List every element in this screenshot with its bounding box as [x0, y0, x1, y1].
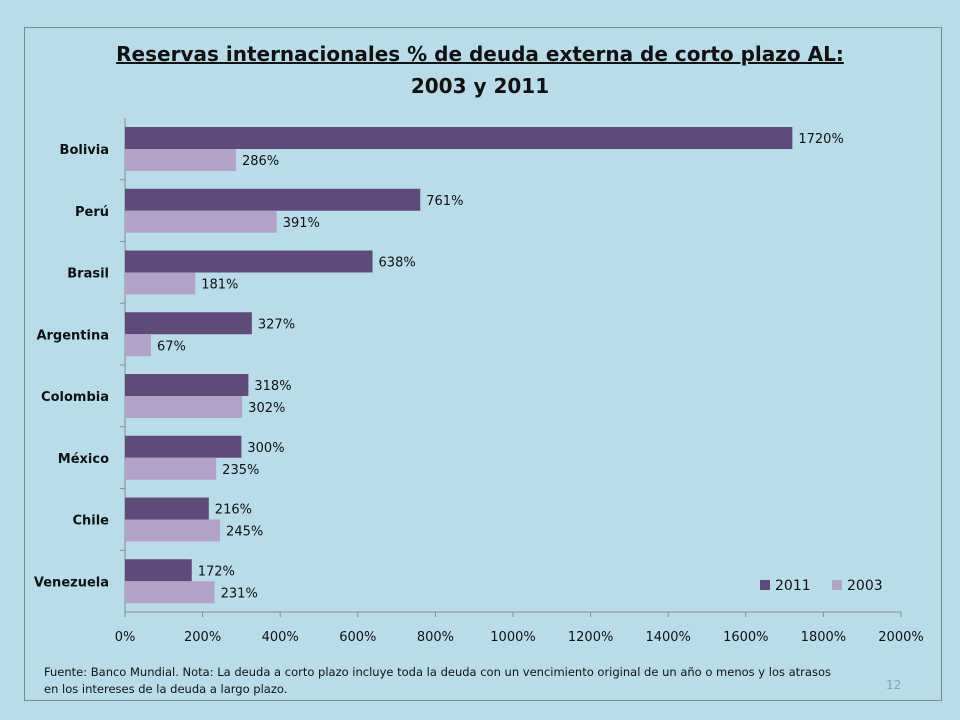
data-label: 235%	[222, 463, 259, 478]
data-label: 286%	[242, 154, 279, 169]
chart-title-line1: Reservas internacionales % de deuda exte…	[116, 42, 844, 66]
bar-2011	[125, 374, 249, 396]
x-tick-label: 1800%	[801, 630, 846, 645]
data-label: 638%	[379, 256, 416, 271]
bar-2003	[125, 210, 277, 233]
legend-label: 2003	[847, 578, 883, 594]
data-label: 1720%	[798, 132, 843, 147]
bar-2011	[125, 312, 252, 335]
bar-2011	[125, 188, 421, 211]
slide-frame	[24, 27, 942, 701]
data-label: 302%	[248, 401, 285, 416]
category-label: México	[58, 452, 109, 467]
x-tick-label: 1200%	[568, 630, 613, 645]
data-label: 761%	[426, 194, 463, 209]
category-label: Bolivia	[60, 143, 109, 158]
bar-2003	[125, 457, 217, 480]
x-tick-label: 800%	[417, 630, 454, 645]
footnote: Fuente: Banco Mundial. Nota: La deuda a …	[44, 665, 831, 696]
page-number: 12	[886, 678, 902, 692]
data-label: 172%	[198, 564, 235, 579]
category-label: Colombia	[41, 390, 109, 405]
x-tick-label: 2000%	[878, 630, 923, 645]
bar-2011	[125, 497, 209, 520]
category-label: Venezuela	[34, 575, 109, 590]
data-label: 216%	[215, 503, 252, 518]
x-tick-label: 200%	[184, 630, 221, 645]
data-label: 318%	[254, 379, 291, 394]
bar-2003	[125, 272, 196, 295]
data-label: 327%	[258, 317, 295, 332]
chart-title: Reservas internacionales % de deuda exte…	[0, 38, 960, 102]
category-label: Chile	[72, 514, 109, 529]
bar-2003	[125, 396, 243, 418]
bar-2011	[125, 435, 242, 458]
x-tick-label: 1000%	[490, 630, 535, 645]
x-tick-label: 600%	[339, 630, 376, 645]
bar-2003	[125, 149, 236, 171]
category-label: Brasil	[67, 267, 109, 282]
category-label: Argentina	[36, 328, 109, 343]
data-label: 391%	[283, 216, 320, 231]
chart-title-line2: 2003 y 2011	[410, 74, 550, 98]
legend-label: 2011	[775, 578, 811, 594]
bar-2011	[125, 250, 373, 273]
data-label: 231%	[221, 586, 258, 601]
data-label: 245%	[226, 525, 263, 540]
x-tick-label: 1600%	[723, 630, 768, 645]
legend-swatch	[832, 580, 842, 590]
bar-2011	[125, 559, 192, 582]
legend-swatch	[760, 580, 770, 590]
bar-2003	[125, 581, 215, 604]
data-label: 181%	[201, 278, 238, 293]
x-tick-label: 0%	[115, 630, 136, 645]
bar-2003	[125, 334, 151, 357]
x-tick-label: 1400%	[645, 630, 690, 645]
x-tick-label: 400%	[262, 630, 299, 645]
category-label: Perú	[75, 205, 109, 220]
bar-2003	[125, 519, 221, 542]
data-label: 67%	[157, 339, 186, 354]
bar-2011	[125, 127, 793, 149]
data-label: 300%	[247, 441, 284, 456]
